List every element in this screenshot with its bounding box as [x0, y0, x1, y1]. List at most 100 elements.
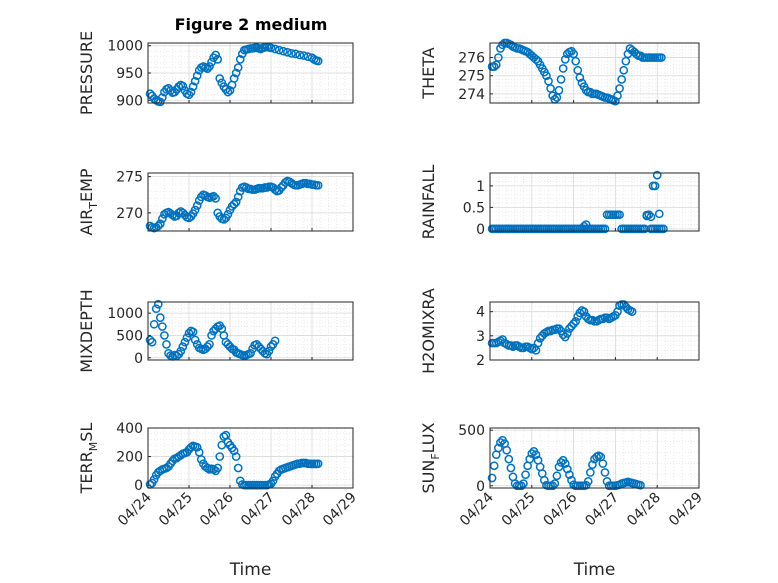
y-tick-label: 1	[476, 179, 485, 195]
data-point	[652, 170, 662, 180]
y-tick-label: 276	[458, 51, 485, 67]
data-point	[619, 65, 629, 75]
data-point	[494, 53, 503, 62]
y-tick-label: 2	[476, 353, 485, 369]
data-point	[496, 438, 505, 447]
y-tick-label: 1000	[107, 39, 143, 55]
y-tick-label: 400	[116, 421, 143, 437]
y-label-subscript: T	[87, 202, 100, 210]
data-point	[531, 55, 541, 64]
y-axis-label: THETA	[419, 47, 438, 99]
data-point	[650, 181, 660, 191]
data-point	[654, 209, 664, 219]
y-tick-label: 4	[476, 305, 485, 321]
data-point	[519, 479, 528, 488]
data-point	[313, 459, 323, 469]
data-point	[600, 468, 610, 477]
data-point	[494, 443, 503, 453]
data-point	[246, 348, 255, 358]
data-point	[215, 452, 225, 461]
plot-area	[148, 173, 353, 231]
data-point	[562, 329, 572, 338]
y-tick-label: 0	[134, 478, 143, 494]
data-point	[155, 219, 165, 229]
y-axis-label: RAINFALL	[419, 165, 438, 240]
y-tick-label: 0	[134, 351, 143, 367]
data-point	[274, 45, 284, 55]
data-point	[598, 459, 608, 468]
y-axis-label: PRESSURE	[77, 31, 96, 115]
data-point	[153, 221, 163, 231]
x-axis-label: Time	[229, 560, 272, 580]
figure-title: Figure 2 medium	[175, 15, 328, 34]
data-point	[211, 50, 220, 60]
data-point	[188, 82, 198, 91]
data-point	[158, 214, 167, 224]
data-point	[489, 461, 499, 471]
data-point	[149, 319, 159, 329]
data-point	[583, 476, 593, 486]
data-point	[283, 47, 292, 57]
axes-box	[489, 42, 700, 104]
data-point	[207, 331, 216, 340]
data-point	[155, 97, 165, 107]
data-point	[627, 307, 637, 317]
data-point	[646, 212, 656, 222]
data-point	[615, 84, 624, 93]
data-point	[588, 460, 597, 470]
data-point	[192, 442, 202, 452]
data-point	[531, 450, 541, 460]
data-point	[205, 340, 214, 349]
data-point	[560, 459, 570, 468]
y-label-base: SUN	[419, 460, 438, 494]
data-point	[659, 224, 668, 234]
y-label-tail: EMP	[77, 168, 96, 202]
data-point	[203, 342, 212, 351]
data-point	[533, 338, 543, 348]
data-point	[266, 342, 276, 351]
data-point	[552, 471, 562, 481]
data-point	[225, 86, 235, 95]
data-point	[182, 333, 192, 343]
subplot-pressure: 900 950 1000 PRESSURE	[77, 31, 354, 115]
data-point	[504, 454, 514, 464]
data-point	[205, 62, 214, 71]
data-point	[158, 322, 167, 331]
data-point	[581, 85, 591, 95]
data-point	[151, 304, 161, 314]
data-point	[640, 224, 650, 234]
data-point	[158, 93, 167, 102]
data-point	[231, 68, 241, 78]
data-point	[529, 343, 539, 353]
data-point	[213, 463, 223, 473]
data-point	[203, 463, 212, 473]
data-point	[571, 56, 581, 66]
data-point	[565, 324, 574, 333]
y-label-subscript: M	[87, 442, 100, 452]
data-point	[565, 470, 574, 480]
y-tick-label: 3	[476, 329, 485, 345]
data-point	[229, 199, 239, 209]
data-point	[550, 479, 560, 488]
data-point	[581, 220, 591, 229]
data-point	[287, 49, 296, 58]
y-tick-label: 275	[458, 69, 485, 85]
y-label-tail: LUX	[419, 422, 438, 453]
data-point	[192, 71, 202, 81]
data-point	[270, 336, 280, 346]
data-point	[487, 473, 497, 483]
y-label-base: PRESSURE	[77, 31, 96, 115]
data-point	[527, 449, 537, 458]
data-point	[209, 465, 218, 474]
data-point	[556, 458, 566, 467]
data-point	[313, 56, 323, 66]
y-tick-label: 900	[116, 93, 143, 109]
data-point	[548, 481, 558, 491]
data-point	[229, 446, 239, 456]
data-point	[235, 55, 245, 64]
data-point	[571, 316, 581, 326]
data-point	[266, 43, 276, 53]
data-point	[567, 321, 576, 331]
subplot-air-temp: 270 275 AIRTEMP	[77, 168, 354, 236]
